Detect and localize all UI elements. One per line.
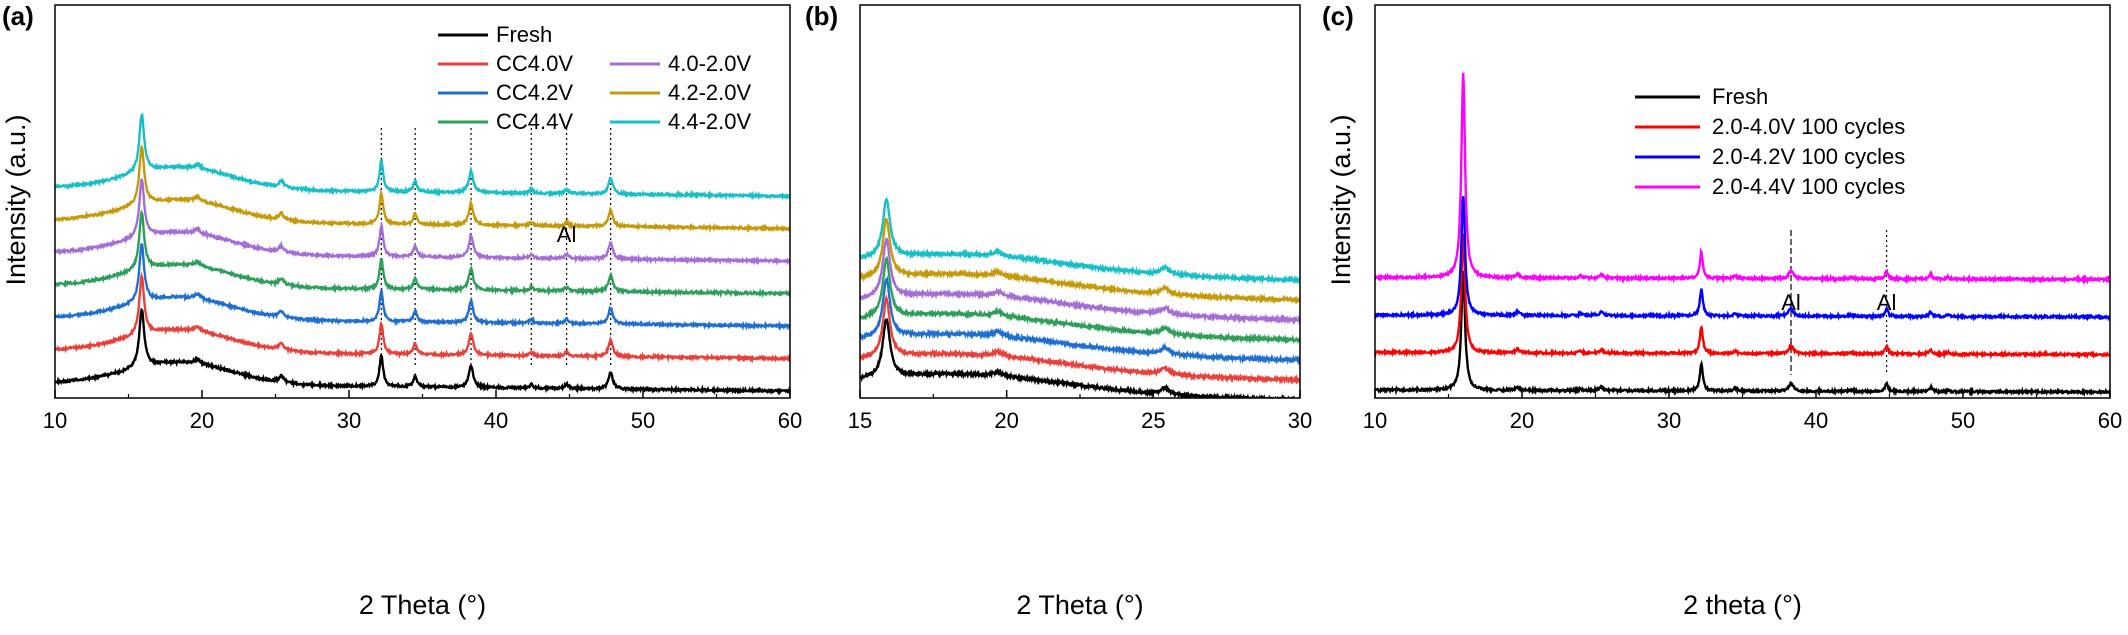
x-tick-label: 25 [1141,408,1165,433]
series-line-2-0-4-0v-100-cycles [1375,233,2110,360]
x-tick-label: 30 [1288,408,1312,433]
panel-b-chart: 15 20 25 30 2 Theta (°) (b) [805,1,1312,620]
x-tick-label: 40 [1804,408,1828,433]
series-line-cc4-4v [55,209,790,299]
series-line-cc4-4v [860,255,1300,345]
series-line-4-2-2-0v [55,144,790,233]
x-tick-label: 40 [484,408,508,433]
series-line-2-0-4-2v-100-cycles [1375,196,2110,322]
panel-label: (a) [2,1,34,31]
series-line-4-0-2-0v [860,237,1300,326]
legend-label: Fresh [496,22,552,47]
x-tick-label: 15 [848,408,872,433]
series-line-4-2-2-0v [860,217,1300,305]
legend-label: 4.4-2.0V [668,109,751,134]
series-line-cc4-0v [55,271,790,364]
legend-label: 4.0-2.0V [668,51,751,76]
legend-label: Fresh [1712,84,1768,109]
annotation-label: Al [1781,290,1801,315]
x-tick-label: 20 [190,408,214,433]
legend-label: 2.0-4.4V 100 cycles [1712,174,1905,199]
series-line-fresh [1375,270,2110,398]
x-tick-label: 50 [631,408,655,433]
panel-label: (c) [1322,1,1354,31]
series-group [55,112,790,396]
series-group [1375,72,2110,398]
x-tick-label: 60 [778,408,802,433]
series-line-4-4-2-0v [55,112,790,201]
x-tick-label: 10 [1363,408,1387,433]
x-tick-label: 20 [1510,408,1534,433]
legend-label: 2.0-4.0V 100 cycles [1712,114,1905,139]
y-axis-title: Intensity (a.u.) [1,114,31,285]
x-tick-label: 10 [43,408,67,433]
annotation-label: Al [557,222,577,247]
x-tick-label: 20 [994,408,1018,433]
series-line-4-0-2-0v [55,178,790,266]
x-tick-label: 60 [2098,408,2122,433]
plot-frame [1374,4,2111,399]
panel-a-chart: 10 20 30 40 50 60 2 Theta (°) Intensity (a.u.) (… [1,1,802,620]
series-group [860,196,1300,398]
x-tick-label: 50 [1951,408,1975,433]
y-axis-title: Intensity (a.u.) [1326,114,1356,285]
legend-label: CC4.0V [496,51,573,76]
panel-label: (b) [805,1,838,31]
legend-label: 4.2-2.0V [668,80,751,105]
series-line-cc4-2v [860,275,1300,366]
series-line-4-4-2-0v [860,196,1300,285]
series-line-cc4-2v [55,242,790,332]
legend-label: CC4.2V [496,80,573,105]
panel-c-chart: 10 20 30 40 50 60 2 theta (°) Intensity (a.u.) (… [1322,1,2122,620]
x-tick-label: 30 [337,408,361,433]
legend-label: CC4.4V [496,109,573,134]
legend-label: 2.0-4.2V 100 cycles [1712,144,1905,169]
x-axis-title: 2 Theta (°) [359,590,486,620]
series-line-cc4-0v [860,293,1300,385]
series-line-2-0-4-4v-100-cycles [1375,72,2110,286]
series-line-fresh [55,307,790,396]
x-tick-label: 30 [1657,408,1681,433]
x-axis-title: 2 theta (°) [1683,590,1802,620]
annotation-label: Al [1877,290,1897,315]
x-axis-title: 2 Theta (°) [1016,590,1143,620]
